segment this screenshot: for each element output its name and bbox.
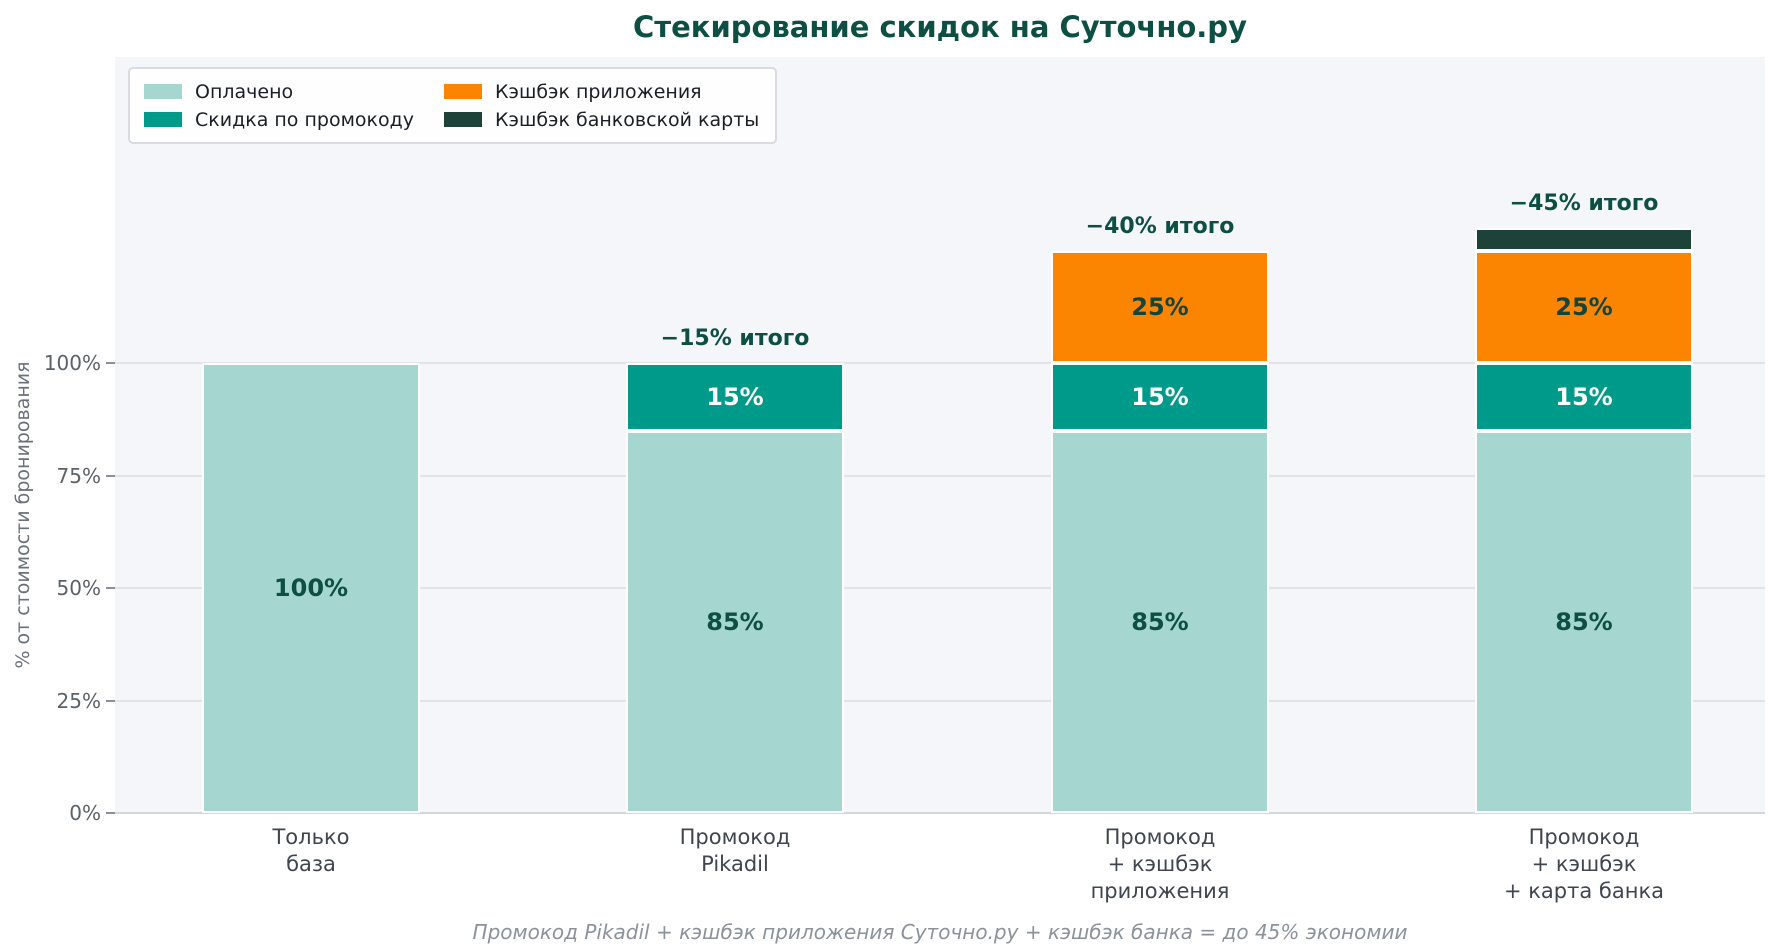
bar-4-segment-4 <box>1475 228 1693 251</box>
gridline-50 <box>115 587 1765 589</box>
y-tick-mark-0 <box>106 812 115 814</box>
y-tick-label-100: 100% <box>43 351 101 375</box>
legend-item-label: Скидка по промокоду <box>195 108 415 131</box>
y-tick-mark-25 <box>106 699 115 702</box>
bar-3-segment-2: 15% <box>1051 363 1269 431</box>
segment-value-label: 25% <box>1131 292 1189 321</box>
segment-value-label: 85% <box>1131 607 1189 636</box>
chart-footer: Промокод Pikadil + кэшбэк приложения Сут… <box>472 920 1408 944</box>
bar-1-segment-1: 100% <box>202 363 420 813</box>
bar-4-segment-2: 15% <box>1475 363 1693 431</box>
segment-value-label: 100% <box>273 574 349 602</box>
legend-item-3: Кэшбэк приложения <box>444 81 759 103</box>
segment-value-label: 15% <box>706 382 764 411</box>
legend-swatch-icon <box>144 112 182 127</box>
gridline-0 <box>115 812 1765 814</box>
legend-item-label: Кэшбэк приложения <box>495 80 702 103</box>
bar-3-segment-3: 25% <box>1051 250 1269 363</box>
y-tick-mark-50 <box>106 587 115 589</box>
bar-2-segment-1: 85% <box>626 430 844 813</box>
gridline-100 <box>115 362 1765 364</box>
segment-value-label: 15% <box>1131 382 1189 411</box>
legend-swatch-icon <box>444 112 483 127</box>
x-tick-label-3: Промокод + кэшбэк приложения <box>1090 825 1230 903</box>
legend-item-2: Скидка по промокоду <box>144 109 414 131</box>
y-tick-label-50: 50% <box>56 576 101 600</box>
x-tick-label-1: Только база <box>272 825 350 876</box>
gridline-25 <box>115 699 1765 702</box>
legend: Оплачено Скидка по промокоду Кэшбэк прилож… <box>128 67 778 144</box>
legend-item-4: Кэшбэк банковской карты <box>444 109 759 131</box>
bar-total-annotation-2: −15% итого <box>660 326 810 351</box>
segment-value-label: 25% <box>1555 292 1613 321</box>
bar-2-segment-2: 15% <box>626 363 844 431</box>
chart-title: Стекирование скидок на Суточно.ру <box>633 10 1247 44</box>
y-tick-mark-100 <box>106 362 115 364</box>
y-tick-label-25: 25% <box>56 688 101 713</box>
bar-total-annotation-3: −40% итого <box>1085 213 1235 239</box>
legend-swatch-icon <box>444 84 483 99</box>
legend-item-label: Кэшбэк банковской карты <box>495 108 760 131</box>
x-tick-label-2: Промокод Pikadil <box>679 825 791 876</box>
bar-3-segment-1: 85% <box>1051 430 1269 813</box>
legend-swatch-icon <box>144 84 182 99</box>
bar-total-annotation-4: −45% итого <box>1509 191 1659 216</box>
bar-4-segment-3: 25% <box>1475 250 1693 363</box>
legend-item-label: Оплачено <box>195 80 294 103</box>
gridline-75 <box>115 474 1765 477</box>
segment-value-label: 85% <box>706 607 764 636</box>
y-tick-label-75: 75% <box>56 463 101 488</box>
legend-item-1: Оплачено <box>144 81 414 103</box>
bar-4-segment-1: 85% <box>1475 430 1693 813</box>
y-axis-label: % от стоимости бронирования <box>12 361 34 669</box>
segment-value-label: 15% <box>1555 382 1613 411</box>
segment-value-label: 85% <box>1555 607 1613 636</box>
y-tick-mark-75 <box>106 474 115 477</box>
y-tick-label-0: 0% <box>69 801 101 825</box>
x-tick-label-4: Промокод + кэшбэк + карта банка <box>1503 825 1665 903</box>
